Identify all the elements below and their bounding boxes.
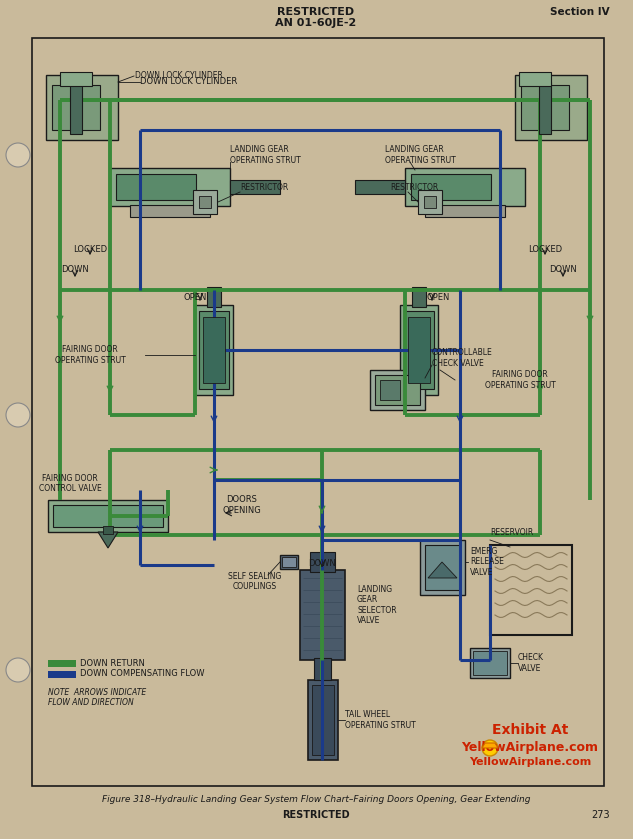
Bar — [203, 317, 225, 383]
Text: Section IV: Section IV — [550, 7, 610, 17]
Bar — [411, 174, 491, 200]
Bar — [314, 658, 331, 680]
Text: Exhibit At: Exhibit At — [492, 723, 568, 737]
Text: DOWN LOCK CYLINDER: DOWN LOCK CYLINDER — [140, 77, 237, 86]
Text: RESTRICTED: RESTRICTED — [282, 810, 350, 820]
Text: RESTRICTOR: RESTRICTOR — [390, 184, 438, 192]
Text: EMERG
RELEASE
VALVE: EMERG RELEASE VALVE — [470, 547, 504, 577]
Text: RESTRICTOR: RESTRICTOR — [240, 184, 288, 192]
Bar — [519, 72, 551, 86]
Text: AN 01-60JE-2: AN 01-60JE-2 — [275, 18, 356, 28]
Text: RESERVOIR: RESERVOIR — [490, 528, 533, 537]
Text: FAIRING DOOR
CONTROL VALVE: FAIRING DOOR CONTROL VALVE — [39, 473, 101, 493]
Bar — [420, 540, 465, 595]
Circle shape — [6, 658, 30, 682]
Bar — [424, 196, 436, 208]
Text: FAIRING DOOR
OPERATING STRUT: FAIRING DOOR OPERATING STRUT — [485, 370, 555, 389]
Bar — [280, 555, 298, 569]
Bar — [199, 196, 211, 208]
Bar — [300, 570, 345, 660]
Text: OPEN: OPEN — [184, 293, 207, 301]
Bar — [515, 75, 587, 140]
Text: TAIL WHEEL
OPERATING STRUT: TAIL WHEEL OPERATING STRUT — [345, 711, 416, 730]
Circle shape — [482, 740, 498, 756]
Bar — [48, 500, 168, 532]
Bar — [380, 380, 400, 400]
Bar — [312, 685, 334, 755]
Bar — [308, 680, 338, 760]
Text: LANDING GEAR
OPERATING STRUT: LANDING GEAR OPERATING STRUT — [230, 145, 301, 164]
Bar — [521, 85, 569, 130]
Text: CHECK
VALVE: CHECK VALVE — [518, 654, 544, 673]
Text: DOWN: DOWN — [549, 265, 577, 274]
Bar — [405, 168, 525, 206]
Bar — [230, 180, 280, 194]
Text: FAIRING DOOR
OPERATING STRUT: FAIRING DOOR OPERATING STRUT — [54, 346, 125, 365]
Bar — [355, 180, 405, 194]
Bar — [130, 205, 210, 217]
Text: LOCKED: LOCKED — [73, 246, 107, 254]
Bar — [48, 660, 76, 667]
Bar — [375, 375, 420, 405]
Bar — [46, 75, 118, 140]
Text: 273: 273 — [591, 810, 610, 820]
Bar — [404, 311, 434, 389]
Bar — [53, 505, 163, 527]
Text: OPEN: OPEN — [426, 293, 449, 301]
Circle shape — [6, 143, 30, 167]
Text: CONTROLLABLE
CHECK VALVE: CONTROLLABLE CHECK VALVE — [432, 348, 492, 367]
Bar — [425, 545, 460, 590]
Bar — [199, 311, 229, 389]
Polygon shape — [482, 743, 498, 748]
Bar — [425, 205, 505, 217]
Text: DOWN: DOWN — [308, 559, 336, 567]
Bar — [70, 82, 82, 134]
Polygon shape — [428, 562, 457, 578]
Bar — [412, 287, 426, 307]
Text: NOTE  ARROWS INDICATE
FLOW AND DIRECTION: NOTE ARROWS INDICATE FLOW AND DIRECTION — [48, 688, 146, 707]
Bar — [418, 190, 442, 214]
Text: LANDING
GEAR
SELECTOR
VALVE: LANDING GEAR SELECTOR VALVE — [357, 585, 397, 625]
Bar — [490, 545, 572, 635]
Bar — [48, 671, 76, 678]
Text: DOWN LOCK CYLINDER: DOWN LOCK CYLINDER — [135, 71, 223, 81]
Text: LANDING GEAR
OPERATING STRUT: LANDING GEAR OPERATING STRUT — [385, 145, 456, 164]
Text: DOWN COMPENSATING FLOW: DOWN COMPENSATING FLOW — [80, 670, 204, 679]
Bar — [207, 287, 221, 307]
Bar — [32, 38, 604, 786]
Text: SELF SEALING
COUPLINGS: SELF SEALING COUPLINGS — [229, 572, 282, 591]
Bar — [370, 370, 425, 410]
Bar — [310, 552, 335, 572]
Bar — [400, 305, 438, 395]
Bar — [473, 651, 507, 675]
Text: YellowAirplane.com: YellowAirplane.com — [461, 742, 598, 754]
Bar — [195, 305, 233, 395]
Text: DOWN: DOWN — [61, 265, 89, 274]
Circle shape — [6, 403, 30, 427]
Text: DOWN RETURN: DOWN RETURN — [80, 659, 145, 668]
Bar — [470, 648, 510, 678]
Bar — [193, 190, 217, 214]
Bar — [539, 82, 551, 134]
Bar — [103, 526, 113, 534]
Text: RESTRICTED: RESTRICTED — [277, 7, 354, 17]
Text: LOCKED: LOCKED — [528, 246, 562, 254]
Bar — [116, 174, 196, 200]
Bar — [110, 168, 230, 206]
Bar — [60, 72, 92, 86]
Text: Figure 318–Hydraulic Landing Gear System Flow Chart–Fairing Doors Opening, Gear : Figure 318–Hydraulic Landing Gear System… — [102, 795, 530, 805]
Bar — [408, 317, 430, 383]
Bar — [52, 85, 100, 130]
Bar — [282, 557, 296, 567]
Text: YellowAirplane.com: YellowAirplane.com — [469, 757, 591, 767]
Polygon shape — [98, 532, 118, 548]
Text: DOORS
OPENING: DOORS OPENING — [223, 495, 261, 514]
